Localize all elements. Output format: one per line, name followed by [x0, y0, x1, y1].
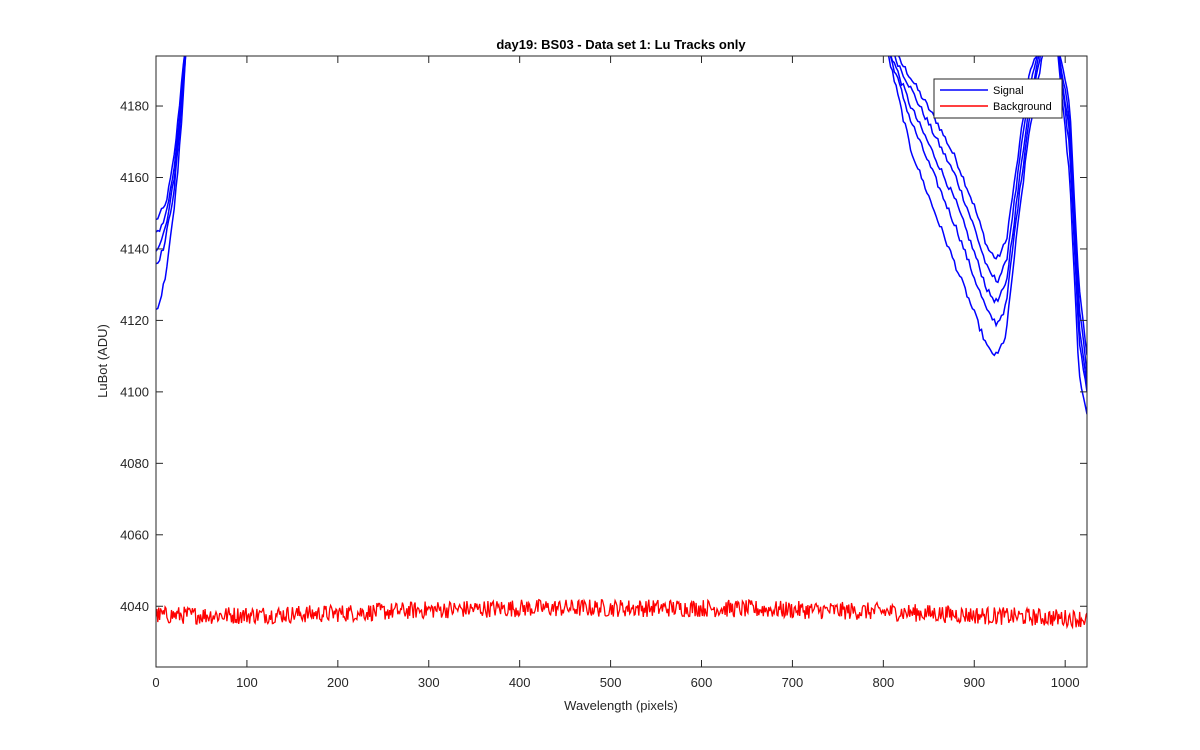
axes-box — [155, 55, 1088, 668]
x-tick-label: 400 — [509, 675, 531, 690]
legend-box — [933, 78, 1063, 119]
y-tick-label: 4140 — [120, 241, 149, 256]
signal-trace-5-right — [887, 56, 1087, 415]
legend: Signal Background — [933, 78, 1063, 119]
legend-background-label: Background — [993, 101, 1052, 113]
x-tick-label: 300 — [418, 675, 440, 690]
axis-ticks: 0 100 200 300 400 500 600 700 800 900 1000 4040 4060… — [120, 56, 1087, 690]
background-trace — [156, 598, 1087, 630]
signal-trace-3-right — [890, 56, 1087, 386]
signal-trace-2-right — [894, 56, 1087, 376]
plot-area — [156, 56, 1087, 667]
legend-signal-label: Signal — [993, 85, 1024, 97]
y-tick-label: 4060 — [120, 527, 149, 542]
y-axis-label: LuBot (ADU) — [95, 324, 110, 398]
signal-trace-4-right — [889, 56, 1087, 393]
signal-trace-1-right — [895, 56, 1087, 356]
x-tick-label: 100 — [236, 675, 258, 690]
y-tick-label: 4160 — [120, 170, 149, 185]
x-tick-label: 200 — [327, 675, 349, 690]
signal-trace-4-left — [156, 56, 187, 265]
x-tick-label: 0 — [152, 675, 159, 690]
x-tick-label: 1000 — [1051, 675, 1080, 690]
y-tick-label: 4040 — [120, 599, 149, 614]
x-tick-label: 600 — [691, 675, 713, 690]
y-tick-label: 4100 — [120, 384, 149, 399]
x-tick-label: 800 — [872, 675, 894, 690]
chart-title: day19: BS03 - Data set 1: Lu Tracks only — [496, 37, 746, 52]
y-tick-label: 4120 — [120, 313, 149, 328]
y-tick-label: 4180 — [120, 99, 149, 114]
x-axis-label: Wavelength (pixels) — [564, 698, 678, 713]
x-tick-label: 900 — [963, 675, 985, 690]
x-tick-label: 500 — [600, 675, 622, 690]
data-layer — [156, 56, 1087, 630]
x-tick-label: 700 — [782, 675, 804, 690]
y-tick-label: 4080 — [120, 456, 149, 471]
signal-trace-5-left — [156, 56, 187, 310]
